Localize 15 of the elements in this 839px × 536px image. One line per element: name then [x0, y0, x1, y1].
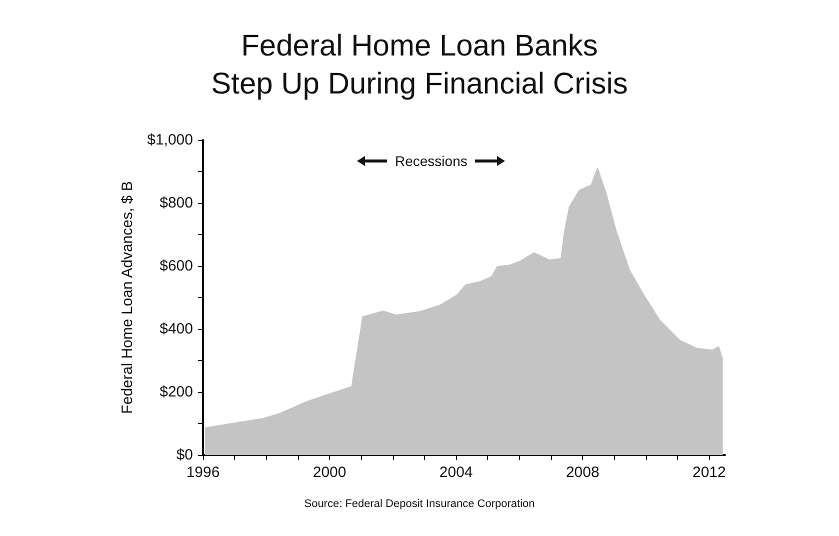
x-tick-label: 2008 — [566, 464, 600, 481]
x-tick-label: 2004 — [439, 464, 473, 481]
y-tick-label: $600 — [160, 258, 193, 274]
x-tick-label: 2000 — [312, 464, 346, 481]
x-tick-label: 2012 — [692, 464, 726, 481]
y-tick-label: $400 — [160, 320, 193, 338]
source-note: Source: Federal Deposit Insurance Corporation — [303, 498, 536, 510]
y-axis-title: Federal Home Loan Advances, $ B — [119, 181, 136, 414]
y-tick-label: $200 — [160, 384, 193, 400]
y-tick-label: $800 — [160, 194, 193, 212]
annotation: Recessions — [395, 153, 468, 169]
y-tick-label: $1,000 — [147, 132, 193, 148]
chart-title: Federal Home Loan Banks Step Up During Financial Crisis — [211, 30, 628, 100]
x-tick-label: 1996 — [186, 464, 220, 481]
y-tick-label: $0 — [176, 446, 193, 464]
